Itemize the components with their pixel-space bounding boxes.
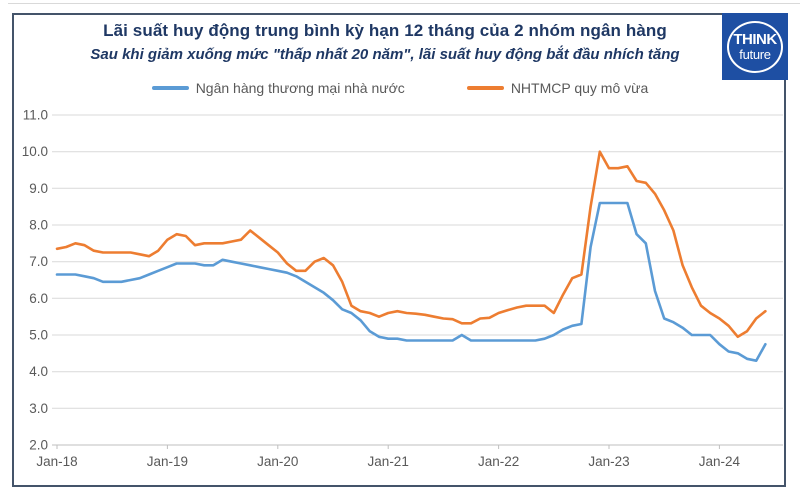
- y-axis-tick-label: 10.0: [22, 144, 48, 159]
- x-axis-tick-label: Jan-22: [478, 454, 519, 469]
- x-axis-tick-label: Jan-20: [257, 454, 298, 469]
- y-axis-tick-label: 7.0: [29, 254, 48, 269]
- x-axis-tick-label: Jan-21: [368, 454, 409, 469]
- brand-logo-ellipse: THINK future: [727, 20, 783, 73]
- y-axis-tick-label: 3.0: [29, 401, 48, 416]
- x-axis-tick-label: Jan-23: [588, 454, 629, 469]
- y-axis-tick-label: 9.0: [29, 181, 48, 196]
- legend: Ngân hàng thương mại nhà nước NHTMCP quy…: [0, 80, 800, 96]
- legend-line-swatch-orange: [466, 86, 504, 90]
- y-axis-tick-label: 8.0: [29, 218, 48, 233]
- legend-line-swatch-blue: [151, 86, 189, 90]
- chart-subtitle: Sau khi giảm xuống mức "thấp nhất 20 năm…: [90, 46, 680, 63]
- x-axis-tick-label: Jan-24: [699, 454, 741, 469]
- brand-logo: THINK future: [722, 13, 788, 80]
- x-axis-tick-label: Jan-19: [147, 454, 188, 469]
- legend-item-state-banks: Ngân hàng thương mại nhà nước: [151, 80, 405, 96]
- legend-label-midsize-banks: NHTMCP quy mô vừa: [510, 80, 649, 96]
- y-axis-tick-label: 4.0: [29, 364, 48, 379]
- y-axis-tick-label: 11.0: [23, 108, 48, 123]
- y-axis-tick-label: 5.0: [29, 328, 48, 343]
- legend-label-state-banks: Ngân hàng thương mại nhà nước: [195, 80, 405, 96]
- legend-item-midsize-banks: NHTMCP quy mô vừa: [466, 80, 649, 96]
- brand-logo-text-think: THINK: [733, 30, 777, 48]
- series-line-midsize-banks: [55, 150, 767, 339]
- x-axis-tick-label: Jan-18: [36, 454, 77, 469]
- chart-title: Lãi suất huy động trung bình kỳ hạn 12 t…: [103, 21, 667, 40]
- y-axis-tick-label: 6.0: [29, 291, 48, 306]
- brand-logo-text-future: future: [739, 46, 771, 62]
- y-axis-tick-label: 2.0: [29, 438, 48, 453]
- top-divider: [8, 3, 800, 4]
- series-line-state-banks: [55, 201, 767, 363]
